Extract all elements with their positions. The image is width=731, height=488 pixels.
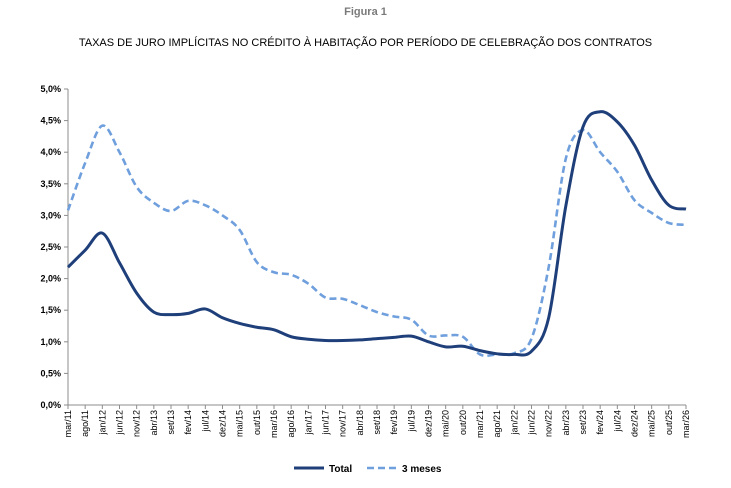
x-tick-label: abr/23 — [561, 410, 571, 436]
x-tick-label: abr/13 — [149, 410, 159, 436]
x-tick-label: mar/21 — [475, 410, 485, 438]
x-tick-label: mar/16 — [269, 410, 279, 438]
x-tick-label: out/20 — [458, 410, 468, 435]
x-tick-label: nov/17 — [338, 410, 348, 437]
x-tick-label: jul/19 — [406, 410, 416, 433]
y-tick-label: 3,0% — [40, 210, 61, 220]
x-tick-label: mar/11 — [63, 410, 73, 437]
y-tick-label: 4,0% — [40, 147, 61, 157]
legend-label: Total — [329, 464, 352, 475]
x-tick-label: ago/21 — [492, 410, 502, 438]
x-tick-label: out/15 — [252, 410, 262, 435]
x-tick-label: out/25 — [664, 410, 674, 435]
legend-label: 3 meses — [402, 464, 442, 475]
series-line-total — [66, 110, 687, 357]
x-tick-label: set/18 — [372, 410, 382, 435]
x-tick-label: dez/24 — [630, 410, 640, 437]
x-tick-label: fev/14 — [183, 410, 193, 435]
y-tick-label: 0,0% — [40, 400, 61, 410]
chart-title: TAXAS DE JURO IMPLÍCITAS NO CRÉDITO À HA… — [78, 37, 653, 49]
x-tick-label: set/13 — [166, 410, 176, 435]
x-tick-label: jul/24 — [612, 410, 622, 433]
x-tick-label: ago/11 — [80, 410, 90, 437]
y-tick-label: 0,5% — [40, 368, 61, 378]
x-tick-label: jan/22 — [509, 410, 519, 436]
y-tick-label: 1,5% — [40, 305, 61, 315]
x-tick-label: ago/16 — [286, 410, 296, 438]
x-tick-label: abr/18 — [355, 410, 365, 436]
x-tick-label: jan/17 — [303, 410, 313, 436]
x-tick-label: dez/19 — [424, 410, 434, 437]
x-tick-label: mar/26 — [681, 410, 691, 438]
x-tick-label: set/23 — [578, 410, 588, 435]
y-tick-label: 1,0% — [40, 337, 61, 347]
y-tick-label: 3,5% — [40, 179, 61, 189]
x-tick-label: jun/12 — [115, 410, 125, 436]
x-tick-label: dez/14 — [218, 410, 228, 437]
x-tick-label: nov/12 — [132, 410, 142, 437]
x-tick-label: mai/25 — [647, 410, 657, 437]
x-tick-label: jul/14 — [200, 410, 210, 433]
x-tick-label: nov/22 — [544, 410, 554, 437]
figure-label: Figura 1 — [344, 6, 387, 18]
x-tick-label: fev/24 — [595, 410, 605, 435]
x-tick-label: jun/22 — [527, 410, 537, 436]
y-tick-label: 2,5% — [40, 242, 61, 252]
x-tick-label: jan/12 — [97, 410, 107, 436]
series-line-3-meses — [66, 124, 687, 358]
y-tick-label: 4,5% — [40, 116, 61, 126]
x-tick-label: fev/19 — [389, 410, 399, 435]
y-tick-label: 5,0% — [40, 84, 61, 94]
x-tick-label: mai/20 — [441, 410, 451, 437]
y-tick-label: 2,0% — [40, 274, 61, 284]
x-tick-label: jun/17 — [321, 410, 331, 436]
x-tick-label: mai/15 — [235, 410, 245, 437]
